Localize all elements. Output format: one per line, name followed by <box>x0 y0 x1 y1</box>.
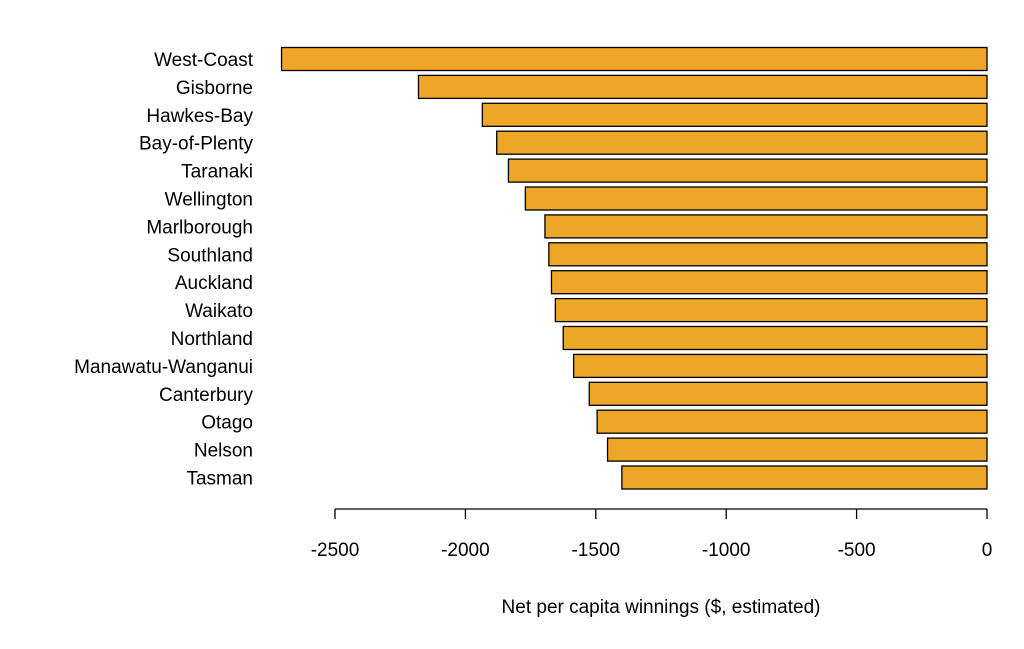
category-label-marlborough: Marlborough <box>146 217 253 238</box>
x-tick-label: 0 <box>982 540 993 561</box>
bar-northland <box>562 325 988 351</box>
category-label-southland: Southland <box>167 245 253 266</box>
category-label-waikato: Waikato <box>185 301 253 322</box>
bar-nelson <box>606 437 988 462</box>
category-label-manawatu-wanganui: Manawatu-Wanganui <box>74 357 253 378</box>
bar-waikato <box>554 297 988 323</box>
bar-gisborne <box>417 74 988 100</box>
category-label-tasman: Tasman <box>186 469 253 490</box>
category-label-bay-of-plenty: Bay-of-Plenty <box>139 134 254 155</box>
x-tick-label: -2000 <box>441 540 490 561</box>
bar-auckland <box>550 270 988 295</box>
category-label-gisborne: Gisborne <box>176 78 253 99</box>
bar-taranaki <box>507 158 988 183</box>
category-label-hawkes-bay: Hawkes-Bay <box>146 106 253 127</box>
x-tick-label: -1000 <box>702 540 751 561</box>
bar-manawatu-wanganui <box>572 353 988 379</box>
bar-bay-of-plenty <box>496 130 988 155</box>
bar-marlborough <box>544 214 988 239</box>
x-axis: -2500 -2000 -1500 -1000 -500 0 <box>311 508 993 561</box>
bar-wellington <box>524 186 988 211</box>
bar-hawkes-bay <box>481 102 988 127</box>
category-label-northland: Northland <box>171 329 253 350</box>
bar-canterbury <box>588 381 988 406</box>
x-tick-label: -2500 <box>311 540 360 561</box>
bar-otago <box>596 409 988 434</box>
bar-tasman <box>621 465 988 490</box>
category-label-taranaki: Taranaki <box>181 162 253 183</box>
category-label-west-coast: West-Coast <box>154 50 254 71</box>
category-label-auckland: Auckland <box>175 273 253 294</box>
x-ticks: -2500 -2000 -1500 -1000 -500 0 <box>311 509 993 561</box>
x-tick-label: -500 <box>838 540 876 561</box>
category-label-canterbury: Canterbury <box>159 385 253 406</box>
category-label-wellington: Wellington <box>165 190 253 211</box>
bars-group <box>280 46 988 490</box>
category-labels: West-Coast Gisborne Hawkes-Bay Bay-of-Plent… <box>74 50 254 490</box>
category-label-otago: Otago <box>201 413 253 434</box>
category-label-nelson: Nelson <box>194 441 253 462</box>
bar-west-coast <box>280 46 988 72</box>
x-axis-title: Net per capita winnings ($, estimated) <box>502 597 821 618</box>
bar-southland <box>548 242 988 267</box>
x-tick-label: -1500 <box>571 540 620 561</box>
